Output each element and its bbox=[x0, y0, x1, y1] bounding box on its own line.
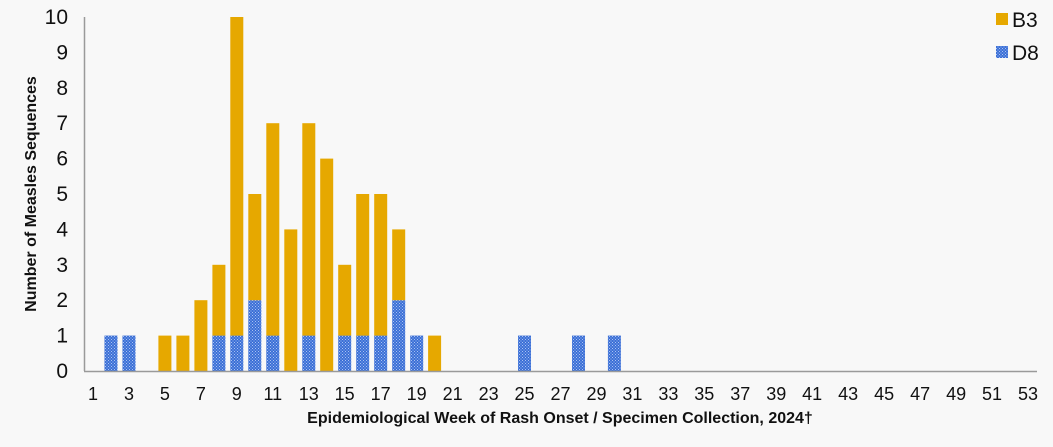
bar-d8-week-13 bbox=[302, 335, 316, 371]
x-tick-label: 43 bbox=[838, 384, 858, 404]
y-tick-label: 5 bbox=[56, 183, 68, 206]
x-tick-label: 23 bbox=[479, 384, 499, 404]
legend-item-b3: B3 bbox=[996, 9, 1038, 32]
bar-b3-week-10 bbox=[248, 194, 262, 301]
bar-b3-week-17 bbox=[374, 194, 388, 336]
bar-b3-week-14 bbox=[320, 158, 334, 371]
bar-b3-week-11 bbox=[266, 123, 280, 336]
bar-d8-week-15 bbox=[338, 335, 352, 371]
x-tick-label: 37 bbox=[730, 384, 750, 404]
y-tick-label: 0 bbox=[56, 360, 68, 383]
bar-d8-week-3 bbox=[122, 335, 136, 371]
y-tick-label: 2 bbox=[56, 289, 68, 312]
bar-d8-week-28 bbox=[572, 335, 585, 371]
x-tick-label: 39 bbox=[766, 384, 786, 404]
x-tick-label: 53 bbox=[1018, 384, 1038, 404]
bar-b3-week-15 bbox=[338, 264, 352, 336]
bar-b3-week-6 bbox=[176, 335, 190, 371]
y-tick-label: 3 bbox=[56, 254, 68, 277]
y-tick-label: 1 bbox=[56, 325, 68, 348]
y-tick-label: 9 bbox=[56, 41, 68, 64]
x-tick-label: 45 bbox=[874, 384, 894, 404]
bars-group bbox=[104, 17, 621, 371]
x-tick-label: 41 bbox=[802, 384, 822, 404]
bar-b3-week-18 bbox=[392, 229, 406, 301]
x-tick-label: 5 bbox=[160, 384, 170, 404]
x-tick-label: 27 bbox=[550, 384, 570, 404]
bar-b3-week-20 bbox=[428, 335, 442, 371]
bar-d8-week-18 bbox=[392, 300, 406, 371]
bar-b3-week-5 bbox=[158, 335, 172, 371]
y-tick-label: 7 bbox=[56, 112, 68, 135]
x-tick-label: 49 bbox=[946, 384, 966, 404]
bar-b3-week-16 bbox=[356, 194, 370, 336]
legend-label-b3: B3 bbox=[1012, 9, 1038, 32]
x-tick-label: 7 bbox=[196, 384, 206, 404]
x-axis-title: Epidemiological Week of Rash Onset / Spe… bbox=[307, 410, 813, 427]
y-tick-label: 8 bbox=[56, 77, 68, 100]
bar-b3-week-9 bbox=[230, 17, 244, 336]
y-tick-label: 6 bbox=[56, 148, 68, 171]
bar-d8-week-8 bbox=[212, 335, 226, 371]
x-tick-label: 25 bbox=[514, 384, 534, 404]
y-tick-label: 10 bbox=[45, 6, 68, 29]
bar-d8-week-9 bbox=[230, 335, 244, 371]
x-axis-ticks: 1 3 5 7 9 11 13 15 17 19 21 23 25 27 29 31 33 35 37 39 41 43 4… bbox=[88, 384, 1038, 404]
x-tick-label: 1 bbox=[88, 384, 98, 404]
x-tick-label: 15 bbox=[335, 384, 355, 404]
bar-d8-week-10 bbox=[248, 300, 262, 371]
x-tick-label: 33 bbox=[658, 384, 678, 404]
bar-d8-week-11 bbox=[266, 335, 280, 371]
bar-d8-week-16 bbox=[356, 335, 370, 371]
x-tick-label: 13 bbox=[299, 384, 319, 404]
y-axis-ticks: 0 1 2 3 4 5 6 7 8 9 10 bbox=[45, 6, 69, 383]
x-tick-label: 9 bbox=[232, 384, 242, 404]
legend-swatch-d8 bbox=[996, 46, 1008, 58]
bar-d8-week-30 bbox=[607, 335, 621, 371]
x-tick-label: 21 bbox=[443, 384, 463, 404]
x-tick-label: 11 bbox=[263, 384, 282, 404]
bar-d8-week-25 bbox=[518, 335, 531, 371]
x-tick-label: 31 bbox=[622, 384, 642, 404]
bar-b3-week-7 bbox=[194, 300, 208, 371]
bar-b3-week-12 bbox=[284, 229, 298, 371]
legend-item-d8: D8 bbox=[996, 42, 1039, 65]
legend-swatch-b3 bbox=[996, 13, 1008, 25]
bar-d8-week-17 bbox=[374, 335, 388, 371]
x-tick-label: 29 bbox=[586, 384, 606, 404]
x-tick-label: 47 bbox=[910, 384, 930, 404]
bar-b3-week-8 bbox=[212, 264, 226, 336]
bar-d8-week-2 bbox=[104, 335, 118, 371]
y-tick-label: 4 bbox=[56, 218, 68, 241]
bar-d8-week-19 bbox=[410, 335, 424, 371]
x-tick-label: 35 bbox=[694, 384, 714, 404]
y-axis-title: Number of Measles Sequences bbox=[23, 76, 40, 312]
x-tick-label: 19 bbox=[407, 384, 427, 404]
legend: B3 D8 bbox=[996, 9, 1039, 65]
x-tick-label: 51 bbox=[982, 384, 1002, 404]
legend-label-d8: D8 bbox=[1012, 42, 1039, 65]
x-tick-label: 3 bbox=[124, 384, 134, 404]
bar-b3-week-13 bbox=[302, 123, 316, 336]
x-tick-label: 17 bbox=[371, 384, 391, 404]
